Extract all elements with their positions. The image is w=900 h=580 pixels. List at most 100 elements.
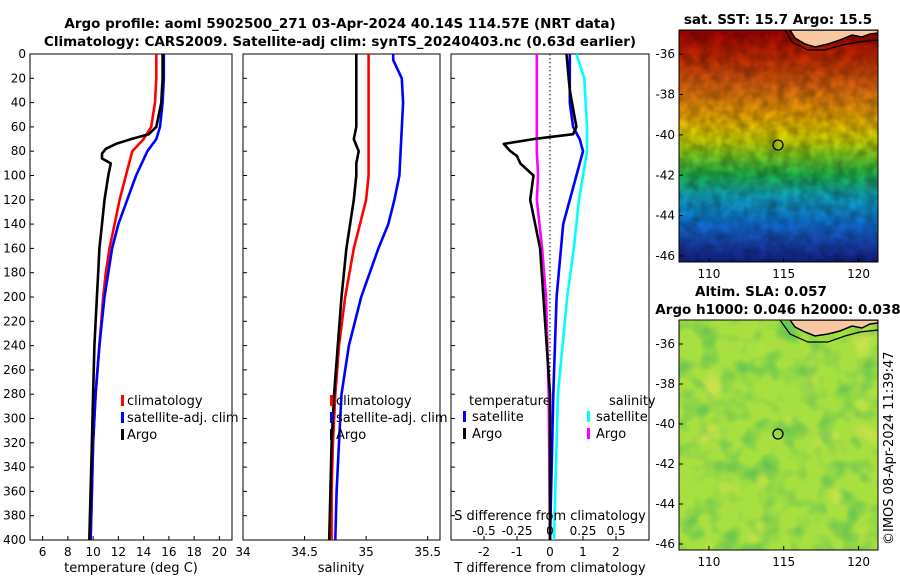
depth-tick-label: 300 [3,412,26,426]
sst-map-axes: 110 115 120 -36 -38 -40 -42 -44 -46 [655,47,870,281]
depth-tick-label: 140 [3,217,26,231]
sst-map-title: sat. SST: 15.7 Argo: 15.5 [684,12,872,28]
map-y-tick-label: -42 [655,168,675,182]
legend-t-argo-label: Argo [472,427,502,442]
x-tick-label: 16 [161,545,176,559]
salinity-panel: 34 34.5 35 35.5 climatology satellite-adj. cl… [235,54,448,559]
legend-s-satellite-swatch [587,411,590,422]
legend-t-title: temperature [469,394,551,409]
sst-map-frame [678,29,879,263]
s-tick-label: -0.5 [472,524,495,538]
map-y-tick-label: -46 [655,249,675,263]
legend-sat-adj-swatch [330,412,333,423]
s-diff-satellite-line [552,53,589,541]
sla-argo-marker [772,428,784,440]
x-tick-label: 8 [64,545,72,559]
map-x-tick-label: 115 [772,555,795,569]
sst-contour [784,30,878,51]
sst-land-mass [789,30,878,48]
map-x-tick-label: 115 [772,267,795,281]
sat-adj-salinity-line [334,54,405,541]
depth-tick-label: 240 [3,339,26,353]
depth-tick-label: 20 [11,71,26,85]
x-tick-label: 20 [212,545,227,559]
figure-title-line2: Climatology: CARS2009. Satellite-adj cli… [44,34,636,50]
sla-map-subtitle: Argo h1000: 0.046 h2000: 0.038 [655,302,900,318]
depth-tick-label: 80 [11,144,26,158]
sla-cold-anomalies [679,320,878,550]
legend-t-argo-swatch [463,428,466,439]
legend-climatology-swatch [330,395,333,406]
depth-tick-label: 0 [18,47,26,61]
map-y-tick-label: -44 [655,497,675,511]
legend-s-argo-swatch [587,428,590,439]
map-y-tick-label: -46 [655,537,675,551]
x-tick-label: 6 [39,545,47,559]
sst-map [679,30,878,262]
depth-tick-label: 340 [3,460,26,474]
salinity-xlabel: salinity [318,561,365,576]
map-y-tick-label: -38 [655,88,675,102]
x-tick-label: -1 [511,545,523,559]
legend-argo-swatch [330,429,333,440]
imos-watermark: ©IMOS 08-Apr-2024 11:39:47 [882,351,897,545]
legend-t-satellite-swatch [463,411,466,422]
sla-land-mass [789,320,878,337]
legend-climatology-swatch [121,395,124,406]
clim-temperature-line [89,54,158,541]
legend-s-argo-label: Argo [596,427,626,442]
legend-sat-adj-swatch [121,412,124,423]
temperature-xlabel: temperature (deg C) [64,561,198,576]
depth-tick-label: 260 [3,363,26,377]
depth-tick-label: 100 [3,169,26,183]
s-tick-label: -0.25 [501,524,532,538]
sla-map-title: Altim. SLA: 0.057 [695,284,827,300]
depth-tick-label: 380 [3,509,26,523]
depth-tick-label: 220 [3,314,26,328]
x-tick-label: 35 [358,545,373,559]
map-x-tick-label: 120 [847,267,870,281]
map-y-tick-label: -36 [655,337,675,351]
x-tick-label: 34.5 [291,545,318,559]
legend-t-satellite-label: satellite [472,410,524,425]
temperature-panel: 6 8 10 12 14 16 18 20 climatology satellite-adj. … [39,54,239,559]
depth-tick-label: 60 [11,120,26,134]
depth-tick-label: 160 [3,241,26,255]
depth-tick-label: 400 [3,533,26,547]
sst-argo-marker [772,139,784,151]
map-y-tick-label: -36 [655,47,675,61]
x-tick-label: 18 [186,545,201,559]
s-tick-label: 0.5 [606,524,625,538]
sla-map-frame [678,319,879,551]
map-x-tick-label: 110 [697,267,720,281]
argo-temperature-line [88,54,164,541]
difference-panel: -2-1012-0.5-0.2500.250.5temperaturesatel… [463,53,656,559]
map-y-tick-label: -42 [655,457,675,471]
map-y-tick-label: -38 [655,377,675,391]
t-difference-xlabel: T difference from climatology [453,561,646,576]
figure-title-line1: Argo profile: aoml 5902500_271 03-Apr-20… [64,16,615,32]
s-difference-xlabel: S difference from climatology [454,509,646,524]
x-tick-label: 1 [579,545,587,559]
x-tick-label: 35.5 [414,545,441,559]
map-y-tick-label: -40 [655,417,675,431]
x-tick-label: 2 [612,545,620,559]
x-tick-label: 14 [136,545,151,559]
map-x-tick-label: 120 [847,555,870,569]
legend-argo-swatch [121,429,124,440]
sla-contour [779,320,878,343]
legend-climatology-label: climatology [336,394,412,409]
legend-sat-adj-label: satellite-adj. clim [127,411,239,426]
depth-tick-label: 40 [11,96,26,110]
legend-argo-label: Argo [336,428,366,443]
x-tick-label: 34 [235,545,250,559]
sla-map-axes: 110 115 120 -36 -38 -40 -42 -44 -46 [655,337,870,569]
sst-texture [679,30,878,262]
legend-climatology-label: climatology [127,394,203,409]
t-diff-argo-line [502,53,578,540]
depth-tick-label: 280 [3,387,26,401]
x-tick-label: 0 [546,545,554,559]
legend-s-title: salinity [609,394,656,409]
x-tick-label: -2 [478,545,490,559]
